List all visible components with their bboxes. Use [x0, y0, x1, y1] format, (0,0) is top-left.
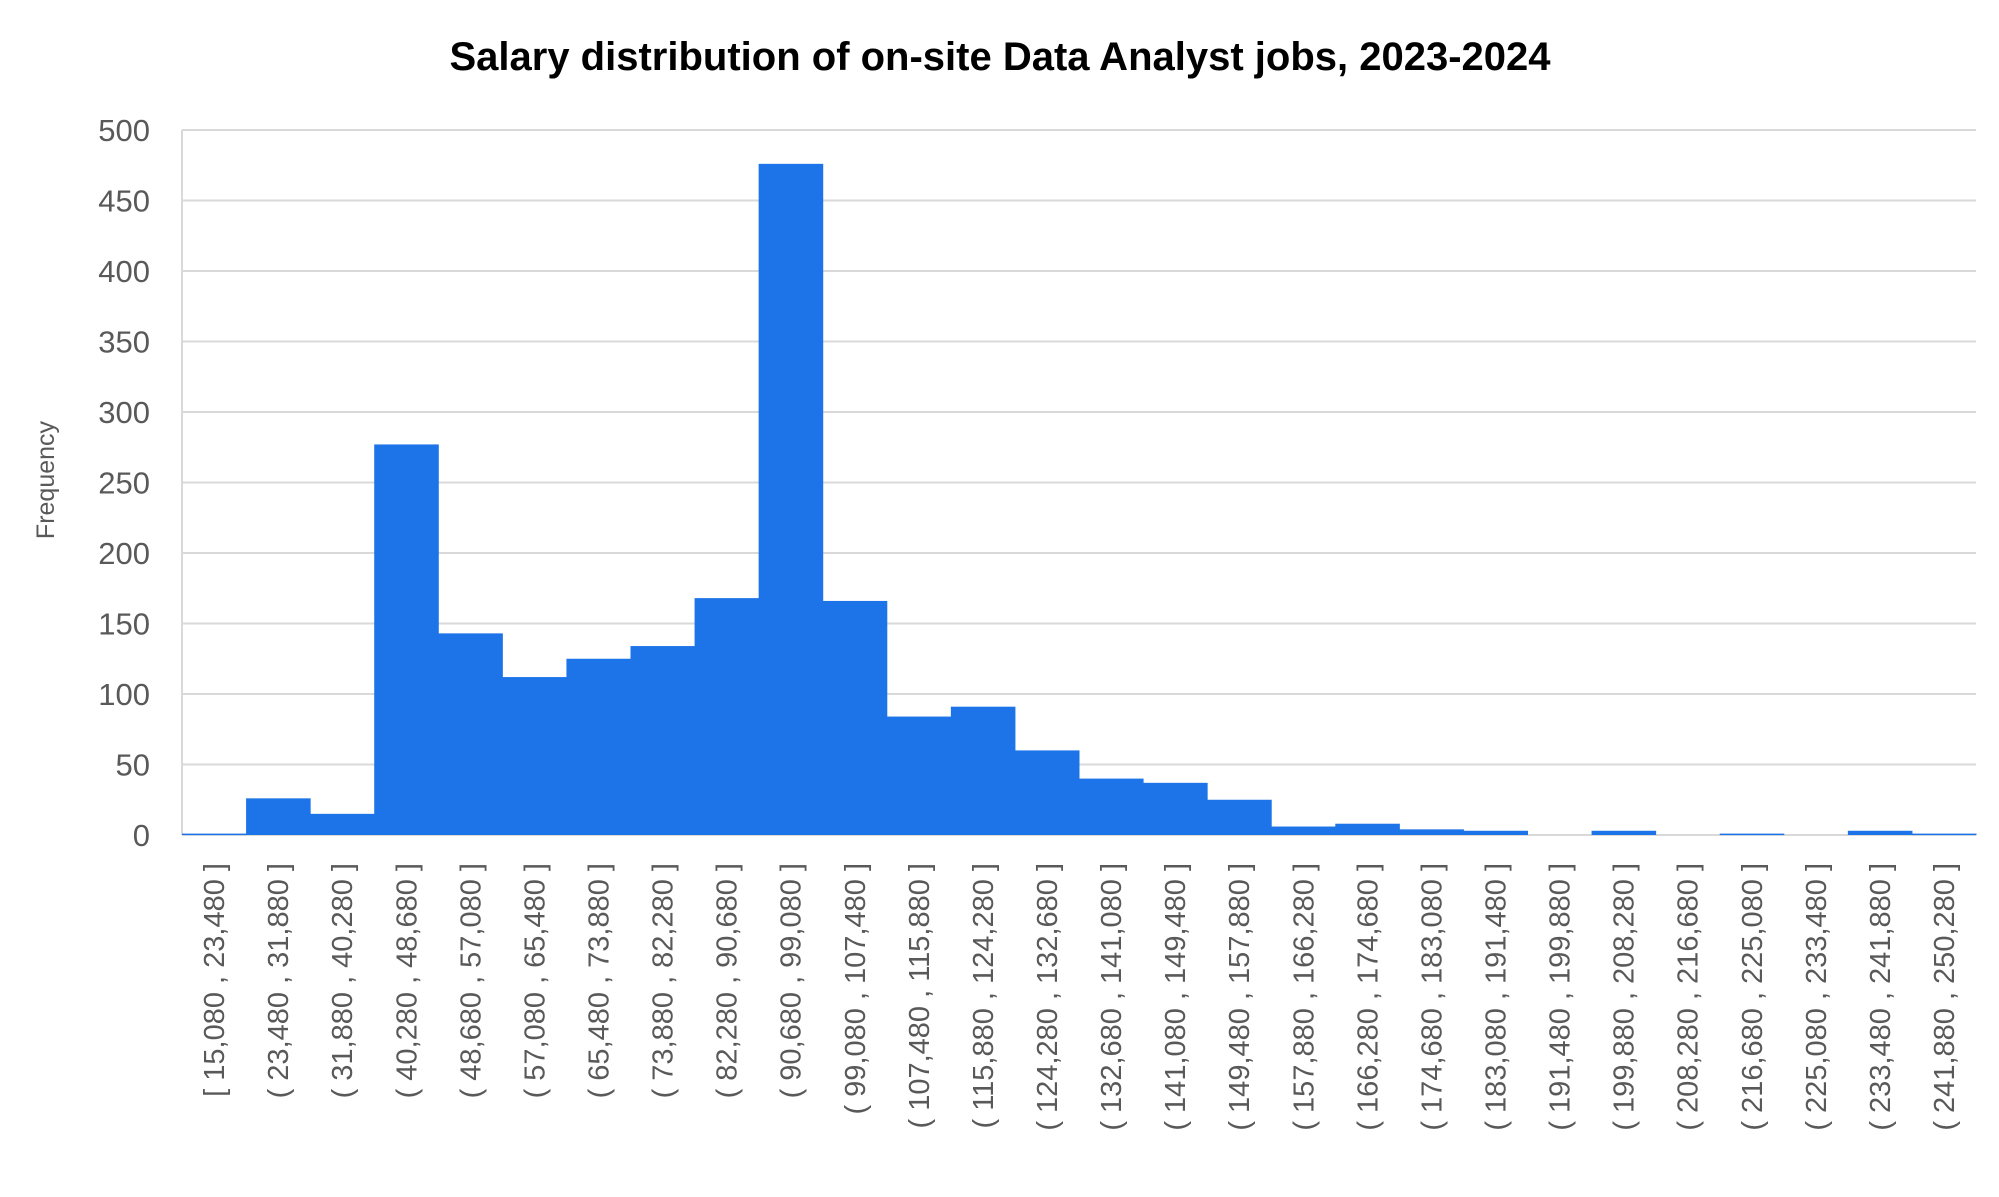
histogram-bar: [566, 658, 631, 835]
x-tick-label: ( 241,880 , 250,280 ]: [1929, 863, 1961, 1131]
x-tick-label: ( 57,080 , 65,480 ]: [519, 863, 551, 1098]
histogram-bar: [630, 646, 696, 835]
histogram-bar: [886, 716, 952, 835]
x-tick-label: ( 65,480 , 73,880 ]: [583, 863, 615, 1098]
x-tick-label: ( 157,880 , 166,280 ]: [1288, 863, 1320, 1131]
x-tick-label: ( 115,880 , 124,280 ]: [968, 863, 1000, 1129]
histogram-bar: [502, 677, 567, 835]
x-tick-label: ( 183,080 , 191,480 ]: [1480, 863, 1512, 1131]
x-tick-label: ( 23,480 , 31,880 ]: [263, 863, 295, 1098]
y-tick-labels: 0 50 100 150 200 250 300 350 400 450 500: [98, 113, 150, 853]
x-tick-label: ( 132,680 , 141,080 ]: [1096, 863, 1128, 1131]
bars: [182, 163, 1977, 836]
histogram-bar: [1335, 823, 1400, 835]
histogram-bar: [1079, 778, 1144, 835]
x-tick-label: ( 225,080 , 233,480 ]: [1801, 863, 1833, 1131]
histogram-bar: [950, 706, 1016, 835]
x-tick-label: ( 208,280 , 216,680 ]: [1673, 863, 1705, 1131]
x-tick-label: ( 199,880 , 208,280 ]: [1609, 863, 1641, 1131]
x-tick-label: ( 82,280 , 90,680 ]: [712, 863, 744, 1098]
y-tick-label: 500: [98, 113, 150, 148]
histogram-bar: [1271, 826, 1336, 835]
histogram-bar: [1399, 829, 1464, 835]
x-tick-label: ( 216,680 , 225,080 ]: [1737, 863, 1769, 1131]
y-tick-label: 150: [98, 607, 150, 642]
histogram-bar: [1463, 830, 1528, 835]
y-tick-label: 50: [116, 748, 150, 783]
x-tick-label: ( 141,080 , 149,480 ]: [1160, 863, 1192, 1131]
x-tick-label: ( 48,680 , 57,080 ]: [455, 863, 487, 1098]
x-tick-labels: [ 15,080 , 23,480 ] ( 23,480 , 31,880 ] ( …: [199, 863, 1961, 1131]
y-tick-label: 300: [98, 395, 150, 430]
y-tick-label: 200: [98, 536, 150, 571]
x-tick-label: ( 174,680 , 183,080 ]: [1416, 863, 1448, 1131]
y-tick-label: 350: [98, 325, 150, 360]
y-tick-label: 0: [133, 818, 150, 853]
histogram-bar: [1911, 833, 1977, 836]
histogram-bar: [1143, 782, 1208, 835]
x-tick-label: ( 107,480 , 115,880 ]: [904, 863, 936, 1129]
histogram-bar: [1719, 833, 1785, 836]
x-tick-label: [ 15,080 , 23,480 ]: [199, 863, 231, 1097]
x-tick-label: ( 233,480 , 241,880 ]: [1865, 863, 1897, 1131]
x-tick-label: ( 73,880 , 82,280 ]: [648, 863, 680, 1098]
x-tick-label: ( 166,280 , 174,680 ]: [1352, 863, 1384, 1131]
y-tick-label: 450: [98, 184, 150, 219]
histogram-bar: [1014, 750, 1080, 835]
x-tick-label: ( 191,480 , 199,880 ]: [1545, 863, 1577, 1131]
histogram-bar: [1591, 830, 1657, 835]
x-tick-label: ( 40,280 , 48,680 ]: [391, 863, 423, 1098]
y-tick-label: 250: [98, 466, 150, 501]
histogram-bar: [310, 813, 375, 835]
histogram-bar: [694, 598, 760, 835]
histogram-bar: [246, 798, 311, 835]
histogram-bar: [182, 833, 247, 836]
histogram-bar: [438, 633, 503, 835]
histogram-bar: [822, 600, 888, 835]
y-axis-label: Frequency: [32, 420, 60, 539]
histogram-bar: [374, 444, 439, 835]
chart-title: Salary distribution of on-site Data Anal…: [449, 35, 1551, 79]
x-tick-label: ( 124,280 , 132,680 ]: [1032, 863, 1064, 1131]
x-tick-label: ( 31,880 , 40,280 ]: [327, 863, 359, 1098]
y-tick-label: 400: [98, 254, 150, 289]
x-tick-label: ( 149,480 , 157,880 ]: [1224, 863, 1256, 1131]
histogram-bar: [1207, 799, 1272, 835]
x-tick-label: ( 90,680 , 99,080 ]: [776, 863, 808, 1098]
x-tick-label: ( 99,080 , 107,480 ]: [840, 863, 872, 1115]
histogram-bar: [1847, 830, 1913, 835]
histogram-bar: [758, 163, 824, 836]
y-tick-label: 100: [98, 677, 150, 712]
